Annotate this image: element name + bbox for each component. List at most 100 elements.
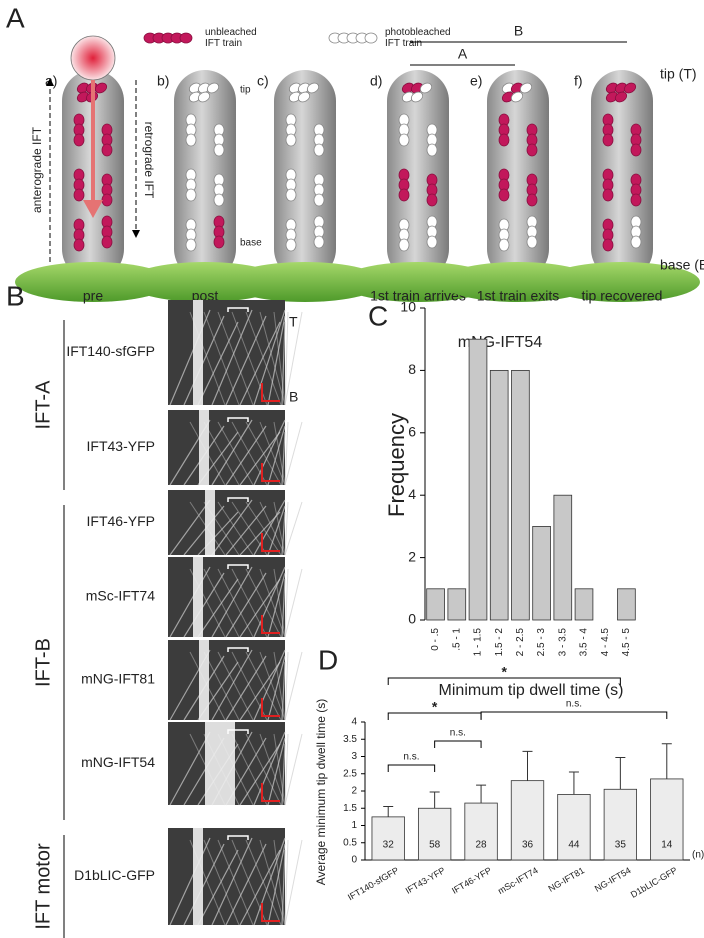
- bleach-gap: [199, 410, 209, 485]
- stage-caption: 1st train arrives: [370, 288, 466, 304]
- scale-bar: [261, 615, 280, 634]
- legend-line: IFT train: [385, 38, 422, 49]
- significance-label: n.s.: [450, 728, 466, 739]
- y-tick-label: 3.5: [343, 734, 357, 745]
- tip-bracket: [227, 307, 249, 312]
- y-tick-label: 0.5: [343, 837, 357, 848]
- significance-bracket: [434, 740, 482, 748]
- kymo-track: [169, 731, 211, 806]
- x-tick-label: NG-IFT54: [593, 865, 633, 894]
- tip-particle: [614, 91, 628, 103]
- ift-train-particle: [73, 133, 85, 147]
- tip-marker: T: [289, 314, 298, 330]
- stage-letter: d): [370, 73, 382, 89]
- row-label: mSc-IFT74: [86, 588, 155, 604]
- tip-bracket: [227, 564, 249, 569]
- kymograph: [168, 300, 285, 405]
- ift-train-particle: [426, 193, 438, 207]
- kymo-track: [267, 655, 286, 721]
- ift-train-particle: [630, 143, 642, 157]
- scale-bar: [261, 698, 280, 717]
- kymo-track: [267, 505, 286, 556]
- n-axis-label: (n): [692, 850, 704, 861]
- ift-train-particle: [313, 193, 325, 207]
- kymograph: [168, 490, 285, 555]
- kymo-track: [169, 566, 211, 638]
- y-tick-label: 1.5: [343, 803, 357, 814]
- stage-letter: e): [470, 73, 482, 89]
- y-tick-label: 6: [408, 424, 416, 440]
- kymo-track: [284, 568, 289, 638]
- stage-caption: post: [192, 288, 219, 304]
- base-label: base: [240, 238, 262, 249]
- ift-train-particle: [526, 193, 538, 207]
- kymo-track: [197, 578, 239, 638]
- bleach-gap: [199, 640, 209, 720]
- tip-label: tip: [240, 85, 251, 96]
- kymo-track: [284, 733, 303, 806]
- bar: [489, 369, 509, 621]
- row-label: mNG-IFT54: [81, 754, 155, 770]
- kymo-track: [217, 421, 254, 486]
- y-axis-label: Average minimum tip dwell time (s): [314, 699, 328, 886]
- x-tick-label: 1.5 - 2: [494, 628, 505, 657]
- kymo-track: [259, 839, 286, 926]
- kymo-track: [169, 837, 211, 926]
- row-label: D1bLIC-GFP: [74, 867, 155, 883]
- ift-train-particle: [185, 133, 197, 147]
- kymo-track: [169, 309, 211, 406]
- cell-body: [227, 262, 383, 302]
- n-label: 35: [615, 840, 627, 851]
- error-bar: [383, 806, 394, 817]
- ift-train-particle: [101, 143, 113, 157]
- kymo-track: [239, 431, 281, 486]
- x-tick-label: 2 - 2.5: [515, 628, 526, 657]
- ift-train-particle: [602, 238, 614, 252]
- y-tick-label: 2: [408, 548, 416, 564]
- error-bar: [661, 743, 672, 779]
- x-tick-label: 3 - 3.5: [557, 628, 568, 657]
- significance-bracket: [480, 711, 668, 719]
- significance-label: n.s.: [566, 699, 582, 710]
- ift-train-particle: [498, 188, 510, 202]
- x-tick-label: IFT140-sfGFP: [346, 865, 400, 902]
- retro-label: retrograde IFT: [142, 122, 156, 199]
- kymo-track: [239, 321, 281, 406]
- ift-train-particle: [526, 235, 538, 249]
- n-label: 44: [568, 840, 580, 851]
- x-tick-label: .5 - 1: [451, 628, 462, 651]
- bar: [650, 778, 684, 861]
- kymo-track: [267, 315, 286, 406]
- kymo-track: [211, 649, 253, 721]
- stage-caption: 1st train exits: [477, 288, 559, 304]
- bar: [417, 807, 452, 861]
- ift-train-particle: [285, 238, 297, 252]
- ift-train-particle: [213, 235, 225, 249]
- kymo-track: [284, 311, 289, 406]
- kymo-track: [284, 839, 289, 926]
- kymo-track: [284, 501, 303, 556]
- kymo-track: [225, 843, 267, 926]
- bleach-gap: [205, 722, 235, 805]
- ift-train-particle: [313, 235, 325, 249]
- kymo-track: [267, 572, 286, 638]
- kymo-track: [284, 421, 303, 486]
- ift-train-particle: [602, 188, 614, 202]
- n-label: 32: [383, 840, 395, 851]
- n-label: 28: [476, 840, 488, 851]
- stage-letter: f): [574, 73, 583, 89]
- kymo-track: [211, 419, 253, 486]
- x-tick-label: 4.5 - 5: [621, 628, 632, 657]
- kymo-track: [239, 511, 281, 556]
- error-bar: [476, 784, 487, 804]
- kymo-track: [284, 568, 303, 638]
- ift-train-particle: [364, 32, 378, 44]
- ift-train-particle: [213, 193, 225, 207]
- kymo-track: [284, 651, 289, 721]
- bar: [464, 802, 498, 861]
- ift-train-particle: [101, 235, 113, 249]
- kymo-track: [197, 849, 239, 926]
- stage-caption: pre: [83, 288, 103, 304]
- kymo-track: [253, 566, 286, 638]
- kymo-track: [253, 731, 286, 806]
